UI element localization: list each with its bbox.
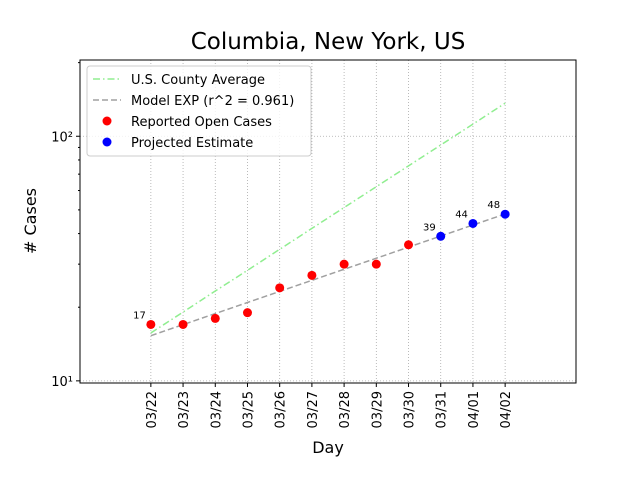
y-axis-label: # Cases [21, 188, 40, 254]
point [146, 319, 156, 329]
point [436, 231, 446, 241]
legend-label: Reported Open Cases [131, 115, 272, 130]
data-label: 17 [133, 310, 146, 321]
x-tick-label: 03/31 [435, 391, 450, 428]
point [404, 240, 414, 250]
point [210, 313, 220, 323]
point [371, 259, 381, 269]
x-tick-label: 03/25 [241, 391, 256, 428]
legend-box [86, 65, 312, 157]
chart-title: Columbia, New York, US [191, 29, 466, 55]
point [275, 283, 285, 293]
point [468, 218, 478, 228]
data-label: 39 [423, 222, 436, 233]
x-tick-label: 04/02 [499, 391, 514, 428]
x-tick-label: 03/27 [306, 391, 321, 428]
x-tick-label: 03/26 [274, 391, 289, 428]
x-tick-label: 03/24 [209, 391, 224, 428]
legend-label: Projected Estimate [131, 136, 253, 151]
point [242, 308, 252, 318]
plot-frame [79, 59, 577, 384]
legend-label: Model EXP (r^2 = 0.961) [131, 94, 294, 109]
y-tick-label: 10² [51, 130, 73, 145]
line [150, 102, 506, 334]
legend-label: U.S. County Average [131, 73, 265, 88]
y-tick-label: 10¹ [51, 375, 73, 390]
x-tick-label: 03/29 [370, 391, 385, 428]
x-tick-label: 03/23 [177, 391, 192, 428]
data-label: 48 [487, 200, 500, 211]
point [178, 319, 188, 329]
x-tick-label: 03/22 [145, 391, 160, 428]
x-tick-label: 03/28 [338, 391, 353, 428]
point [339, 259, 349, 269]
data-label: 44 [455, 209, 468, 220]
legend-marker [102, 137, 112, 147]
x-tick-label: 04/01 [467, 391, 482, 428]
x-axis-label: Day [312, 438, 344, 457]
point [500, 209, 510, 219]
legend-marker [102, 116, 112, 126]
point [307, 270, 317, 280]
x-tick-label: 03/30 [403, 391, 418, 428]
